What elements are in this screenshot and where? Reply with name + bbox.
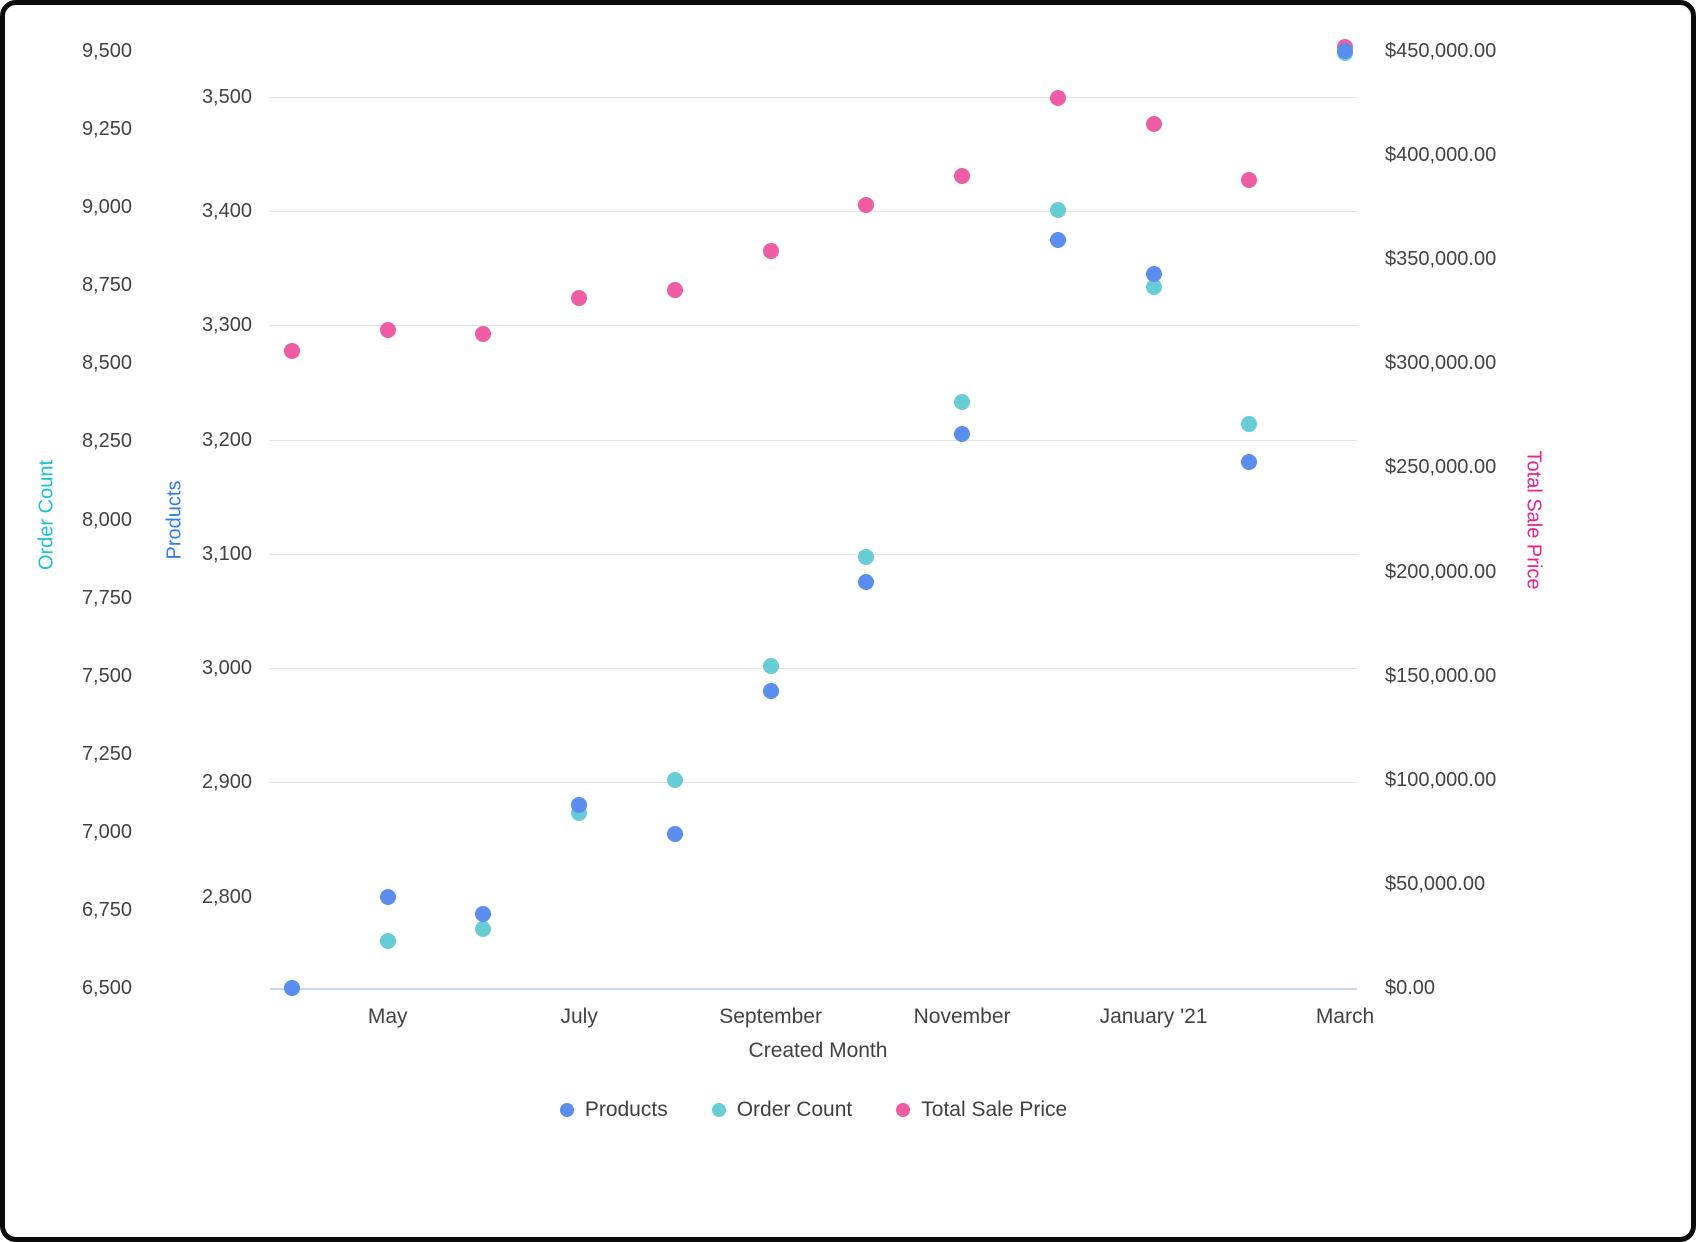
data-point-order-count[interactable] <box>1049 202 1066 219</box>
data-point-products[interactable] <box>571 797 588 814</box>
x-axis-title: Created Month <box>748 1039 888 1062</box>
y-tick-label: $250,000.00 <box>1385 456 1497 479</box>
data-point-order-count[interactable] <box>475 920 492 937</box>
data-point-products[interactable] <box>1049 231 1066 248</box>
data-point-total-sale-price[interactable] <box>284 342 300 359</box>
y-tick-label: 7,000 <box>81 820 132 843</box>
x-tick-label: May <box>367 1005 408 1028</box>
y-tick-label: $300,000.00 <box>1385 352 1497 375</box>
legend-item-order-count[interactable]: Order Count <box>711 1097 853 1123</box>
y-tick-label: 7,750 <box>81 586 132 609</box>
products-legend-dot-icon <box>559 1103 574 1117</box>
y-tick-label: 9,000 <box>81 196 132 219</box>
total-sale-price-axis-title: Total Sale Price <box>1522 450 1545 590</box>
data-point-products[interactable] <box>379 888 396 905</box>
data-point-order-count[interactable] <box>954 394 971 411</box>
y-tick-label: 6,750 <box>81 898 132 921</box>
data-point-total-sale-price[interactable] <box>571 289 588 306</box>
x-tick-label: March <box>1315 1005 1375 1028</box>
y-tick-label: $0.00 <box>1385 977 1436 999</box>
y-tick-label: 3,100 <box>201 542 252 565</box>
y-tick-label: $400,000.00 <box>1385 144 1497 167</box>
x-tick-label: July <box>560 1005 598 1028</box>
data-point-products[interactable] <box>666 825 683 842</box>
y-tick-label: $350,000.00 <box>1385 248 1497 271</box>
data-point-total-sale-price[interactable] <box>1145 115 1162 132</box>
data-point-total-sale-price[interactable] <box>762 242 779 259</box>
data-point-order-count[interactable] <box>762 658 779 675</box>
data-point-total-sale-price[interactable] <box>1241 172 1258 189</box>
data-point-products[interactable] <box>284 980 300 996</box>
legend-item-products[interactable]: Products <box>559 1097 668 1123</box>
gridline <box>270 553 1357 555</box>
data-point-total-sale-price[interactable] <box>1049 89 1066 106</box>
data-point-total-sale-price[interactable] <box>858 197 875 214</box>
y-tick-label: 7,500 <box>81 664 132 687</box>
y-tick-label: $450,000.00 <box>1385 40 1497 62</box>
data-point-total-sale-price[interactable] <box>666 282 683 299</box>
legend-item-total-sale-price[interactable]: Total Sale Price <box>896 1097 1067 1123</box>
data-point-order-count[interactable] <box>858 548 875 565</box>
gridline <box>270 439 1357 441</box>
y-tick-label: 2,800 <box>201 885 252 908</box>
y-tick-label: 9,250 <box>81 118 132 141</box>
order-count-legend-dot-icon <box>711 1103 726 1117</box>
y-tick-label: 7,250 <box>81 742 132 765</box>
data-point-total-sale-price[interactable] <box>379 322 396 339</box>
y-tick-label: 3,200 <box>201 428 252 451</box>
data-point-products[interactable] <box>762 682 779 699</box>
data-point-products[interactable] <box>1337 43 1353 59</box>
legend: Products Order Count Total Sale Price <box>270 1097 1357 1123</box>
x-tick-label: November <box>913 1005 1011 1028</box>
y-tick-label: 2,900 <box>201 771 252 794</box>
gridline <box>270 325 1357 327</box>
products-axis-title: Products <box>163 480 186 560</box>
data-point-order-count[interactable] <box>666 772 683 789</box>
gridline <box>270 668 1357 670</box>
gridline <box>270 782 1357 784</box>
y-tick-label: 3,300 <box>201 314 252 337</box>
y-tick-label: 3,400 <box>201 199 252 222</box>
y-tick-label: 8,500 <box>81 352 132 375</box>
y-tick-label: $150,000.00 <box>1385 664 1497 687</box>
total-sale-price-legend-dot-icon <box>896 1103 911 1117</box>
data-point-products[interactable] <box>858 574 875 591</box>
legend-label-products: Products <box>584 1098 668 1121</box>
x-tick-label: January '21 <box>1099 1005 1208 1028</box>
y-tick-label: 9,500 <box>81 40 132 62</box>
data-point-order-count[interactable] <box>1241 416 1258 433</box>
order-count-axis-title: Order Count <box>35 459 58 571</box>
gridline <box>270 96 1357 98</box>
x-axis-line <box>270 988 1357 990</box>
data-point-total-sale-price[interactable] <box>475 326 492 343</box>
y-tick-label: $100,000.00 <box>1385 768 1497 791</box>
legend-label-order-count: Order Count <box>736 1098 853 1121</box>
y-tick-label: 8,000 <box>81 508 132 531</box>
data-point-order-count[interactable] <box>379 933 396 950</box>
data-point-total-sale-price[interactable] <box>954 167 971 184</box>
data-point-products[interactable] <box>1241 454 1258 471</box>
data-point-order-count[interactable] <box>1145 278 1162 295</box>
data-point-products[interactable] <box>954 425 971 442</box>
y-tick-label: $50,000.00 <box>1385 872 1486 895</box>
data-point-products[interactable] <box>1145 265 1162 282</box>
gridline <box>270 210 1357 212</box>
y-tick-label: 8,250 <box>81 430 132 453</box>
y-tick-label: 3,500 <box>201 85 252 108</box>
y-tick-label: $200,000.00 <box>1385 560 1497 583</box>
x-tick-label: September <box>719 1005 822 1028</box>
y-tick-label: 8,750 <box>81 274 132 297</box>
y-tick-label: 3,000 <box>201 657 252 680</box>
legend-label-total-sale-price: Total Sale Price <box>921 1098 1068 1121</box>
data-point-products[interactable] <box>475 905 492 922</box>
y-tick-label: 6,500 <box>81 977 132 999</box>
